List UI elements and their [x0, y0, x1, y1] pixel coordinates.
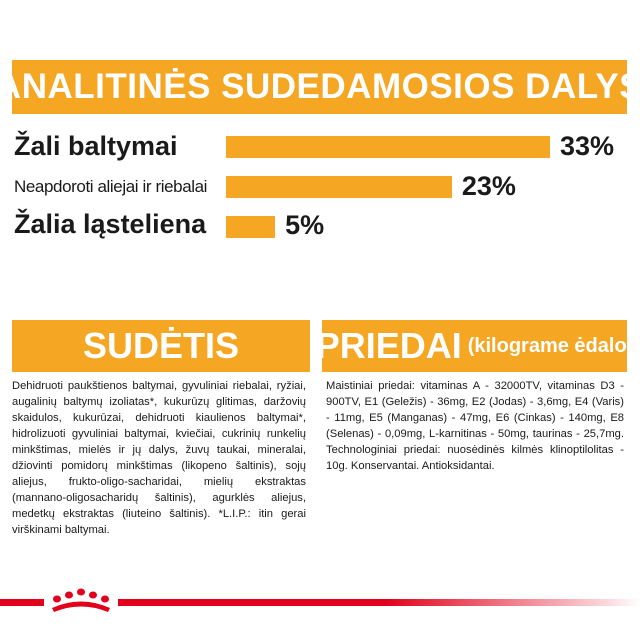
analytics-row-protein: Žali baltymai [14, 129, 178, 163]
analytics-bar [226, 176, 452, 198]
brand-bottom-line [0, 599, 640, 606]
analytics-row-fat: Neapdoroti aliejai ir riebalai [14, 170, 207, 204]
composition-title: SUDĖTIS [82, 325, 240, 366]
additives-text: Maistiniai priedai: vitaminas A - 32000T… [326, 380, 624, 472]
analytics-label: Žali baltymai [14, 130, 178, 161]
analytics-title-bar: ANALITINĖS SUDEDAMOSIOS DALYS [0, 60, 640, 114]
additives-subtitle: (kilograme ėdalo) [467, 334, 634, 357]
analytics-label: Neapdoroti aliejai ir riebalai [14, 177, 208, 196]
analytics-percent: 33% [560, 131, 615, 161]
analytics-row-fiber: Žalia ląsteliena [14, 207, 206, 241]
royal-canin-crown-icon [44, 583, 118, 615]
analytics-percent: 5% [285, 210, 325, 240]
analytics-bar [226, 136, 550, 158]
analytics-bar [226, 216, 276, 238]
additives-title: PRIEDAI [315, 325, 462, 366]
page-title: ANALITINĖS SUDEDAMOSIOS DALYS [0, 67, 640, 106]
analytics-percent: 23% [461, 171, 516, 201]
composition-text: Dehidruoti paukštienos baltymai, gyvulin… [12, 380, 306, 536]
analytics-label: Žalia ląsteliena [14, 208, 207, 239]
composition-header: SUDĖTIS [12, 320, 310, 372]
additives-header: PRIEDAI (kilograme ėdalo) [316, 320, 633, 372]
